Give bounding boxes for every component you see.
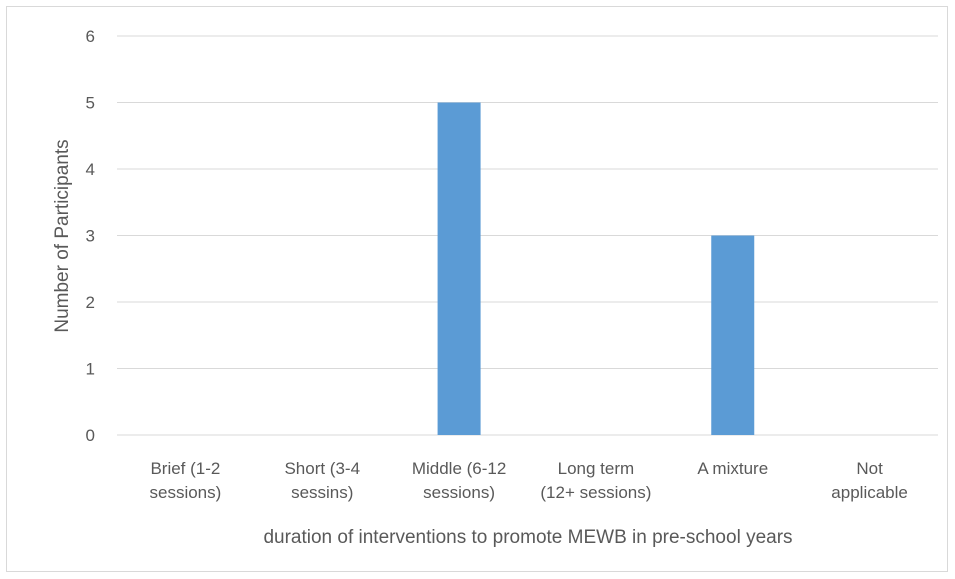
bars	[437, 102, 755, 435]
y-tick-label: 5	[86, 94, 95, 113]
x-tick-label: Short (3-4	[284, 459, 360, 478]
x-axis-ticks: Brief (1-2 sessions) Short (3-4 sessins) Mid…	[150, 459, 908, 502]
y-tick-label: 6	[86, 27, 95, 46]
y-tick-label: 0	[86, 426, 95, 445]
y-axis-label: Number of Participants	[52, 139, 73, 332]
x-tick-label: sessins)	[291, 483, 353, 502]
x-tick-label: Not	[856, 459, 883, 478]
y-tick-label: 2	[86, 293, 95, 312]
x-tick-label: sessions)	[423, 483, 495, 502]
x-tick-label: applicable	[831, 483, 908, 502]
y-tick-label: 1	[86, 360, 95, 379]
x-axis-label: duration of interventions to promote MEW…	[263, 527, 792, 548]
y-tick-label: 3	[86, 227, 95, 246]
y-tick-label: 4	[86, 160, 95, 179]
x-tick-label: Long term	[558, 459, 635, 478]
x-tick-label: Middle (6-12	[412, 459, 507, 478]
x-tick-label: A mixture	[697, 459, 768, 478]
y-axis-ticks: 0 1 2 3 4 5 6	[86, 27, 95, 445]
gridlines	[117, 35, 938, 436]
bar	[437, 102, 481, 435]
x-tick-label: Brief (1-2	[150, 459, 220, 478]
x-tick-label: sessions)	[150, 483, 222, 502]
x-tick-label: (12+ sessions)	[540, 483, 651, 502]
bar	[711, 235, 755, 435]
